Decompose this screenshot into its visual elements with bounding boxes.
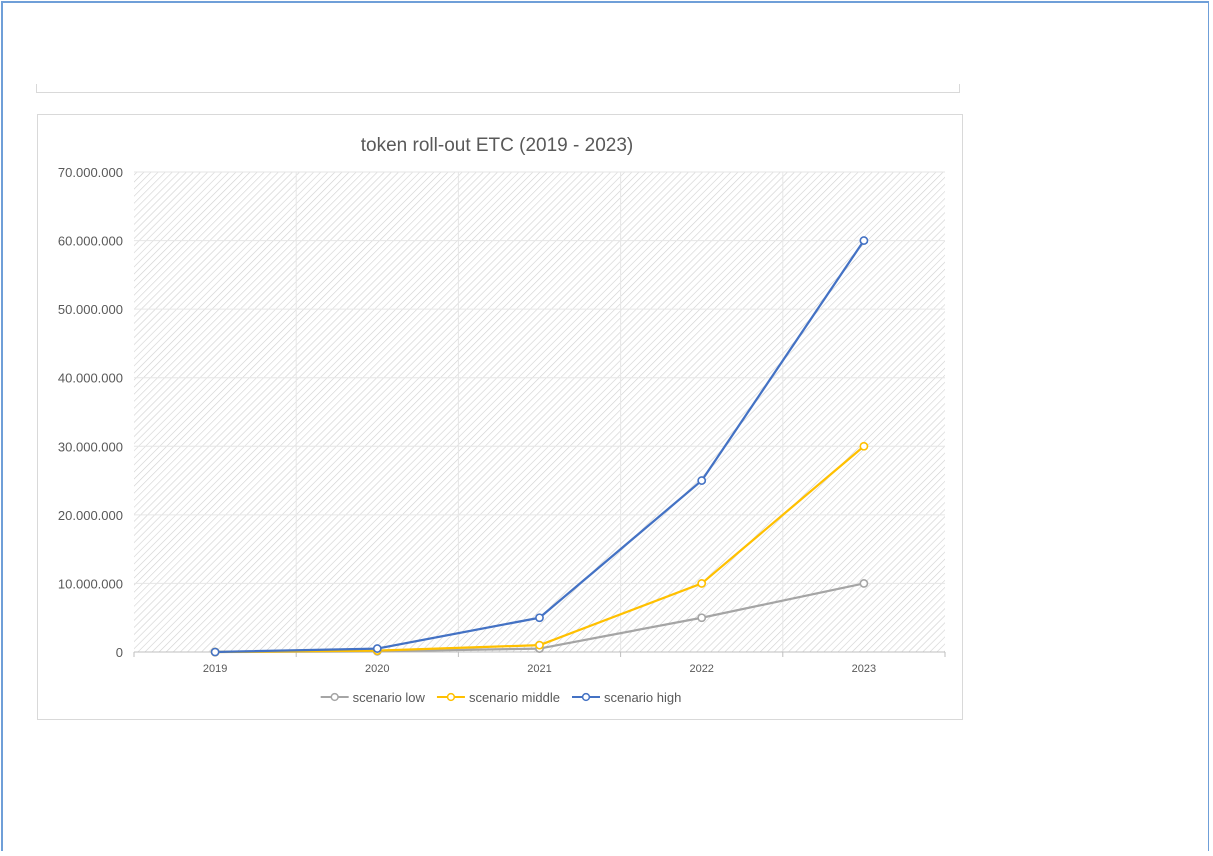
data-point[interactable] [859, 236, 869, 245]
y-tick-label: 70.000.000 [58, 165, 123, 180]
y-tick-label: 50.000.000 [58, 302, 123, 317]
data-point[interactable] [697, 476, 707, 485]
data-point[interactable] [859, 579, 869, 588]
x-tick-label: 2022 [689, 663, 713, 675]
previous-chart-edge [36, 84, 960, 93]
data-point[interactable] [372, 644, 382, 653]
legend-marker [446, 692, 456, 702]
gridlines [134, 171, 945, 652]
data-point[interactable] [697, 613, 707, 623]
legend-label[interactable]: scenario middle [469, 690, 560, 705]
legend[interactable]: scenario low scenario middle scenario high [320, 690, 682, 705]
series-lines [210, 236, 869, 657]
y-tick-label: 0 [116, 645, 123, 660]
chart-title: token roll-out ETC (2019 - 2023) [361, 135, 633, 156]
x-tick-label: 2021 [527, 663, 551, 675]
legend-marker [581, 692, 591, 702]
y-tick-label: 60.000.000 [58, 234, 123, 249]
data-point[interactable] [859, 441, 869, 451]
y-tick-label: 10.000.000 [58, 576, 123, 591]
y-tick-label: 20.000.000 [58, 508, 123, 523]
plot-background [134, 172, 945, 652]
y-tick-label: 30.000.000 [58, 439, 123, 454]
plot-area [134, 172, 945, 652]
chart-container[interactable]: token roll-out ETC (2019 - 2023) 0 10.000… [37, 114, 963, 720]
legend-label[interactable]: scenario high [604, 690, 681, 705]
x-tick-label: 2020 [365, 663, 389, 675]
y-axis: 0 10.000.000 20.000.000 30.000.000 40.000.00… [58, 165, 123, 660]
x-tick-label: 2023 [852, 663, 876, 675]
data-point[interactable] [535, 640, 544, 650]
data-point[interactable] [210, 647, 220, 657]
line-chart: token roll-out ETC (2019 - 2023) 0 10.000… [58, 135, 946, 705]
data-point[interactable] [697, 579, 707, 588]
legend-label[interactable]: scenario low [353, 690, 426, 705]
x-tick-label: 2019 [203, 663, 227, 675]
data-point[interactable] [535, 613, 544, 623]
legend-marker [330, 692, 339, 702]
x-axis: 2019 2020 2021 2022 2023 [133, 651, 946, 675]
y-tick-label: 40.000.000 [58, 371, 123, 386]
